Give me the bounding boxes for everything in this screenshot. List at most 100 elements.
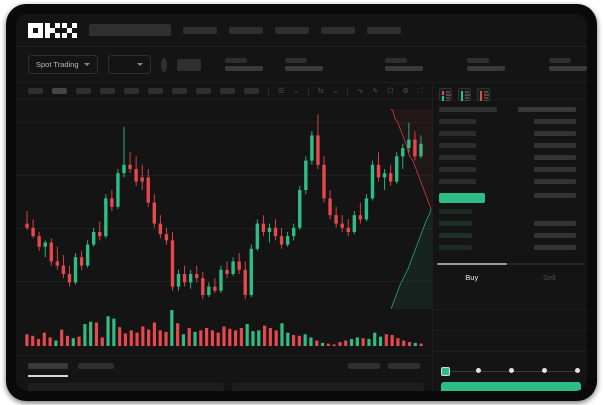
stat-3-label bbox=[384, 58, 407, 63]
amount-percent-slider[interactable] bbox=[441, 366, 581, 376]
price-chart-pane[interactable] bbox=[16, 100, 432, 355]
stat-4 bbox=[466, 58, 505, 71]
indicator-icon[interactable]: fx bbox=[318, 87, 324, 95]
timeframe-7[interactable] bbox=[172, 88, 187, 94]
chart-type-chevron-icon[interactable]: ⌄ bbox=[293, 87, 300, 95]
orderbook-bid-size bbox=[534, 233, 576, 238]
last-price bbox=[176, 58, 201, 71]
orderbook-bid-row[interactable] bbox=[439, 209, 472, 214]
orderbook-ask-row[interactable] bbox=[439, 131, 476, 136]
toolbar-divider bbox=[268, 86, 269, 96]
timeframe-8[interactable] bbox=[196, 88, 211, 94]
timeframe-10[interactable] bbox=[244, 88, 259, 94]
bottom-action-1[interactable] bbox=[348, 363, 380, 369]
orderbook-bid-size bbox=[534, 245, 576, 250]
chevron-down-icon bbox=[137, 63, 144, 66]
timeframe-6[interactable] bbox=[148, 88, 163, 94]
orderbook-ask-size bbox=[534, 143, 576, 148]
trading-mode-selector[interactable]: Spot Trading bbox=[28, 55, 98, 74]
search-input[interactable] bbox=[89, 24, 171, 36]
settings-gear-icon[interactable]: ⚙ bbox=[402, 87, 409, 95]
stat-5-label bbox=[548, 58, 571, 63]
bottom-tab-1[interactable] bbox=[28, 363, 68, 369]
stat-2-value bbox=[284, 66, 323, 71]
bottom-panel-right[interactable] bbox=[232, 383, 424, 391]
orderbook-spread-row[interactable] bbox=[439, 193, 485, 203]
stat-2 bbox=[284, 58, 323, 71]
chevron-down-icon bbox=[83, 63, 90, 66]
chart-toolbar: ☰ ⌄ fx ⌄ ∿ ✎ ☐ ⚙ ⛶ bbox=[16, 83, 587, 100]
chart-gridline bbox=[16, 122, 432, 123]
camera-icon[interactable]: ☐ bbox=[387, 87, 394, 95]
nav-item-3[interactable] bbox=[275, 26, 309, 34]
toolbar-divider bbox=[347, 86, 349, 96]
orderbook-ask-row[interactable] bbox=[439, 167, 476, 172]
orderbook-ask-size bbox=[534, 119, 576, 124]
orderbook-mode-asks-icon[interactable] bbox=[477, 88, 490, 101]
stat-1-value bbox=[224, 66, 263, 71]
pencil-icon[interactable]: ✎ bbox=[372, 87, 379, 95]
slider-stop-75[interactable] bbox=[542, 368, 547, 373]
amount-field[interactable] bbox=[433, 331, 587, 352]
orderbook-ask-row[interactable] bbox=[439, 179, 476, 184]
timeframe-9[interactable] bbox=[220, 88, 235, 94]
orderbook-rows[interactable] bbox=[433, 105, 587, 263]
order-type-field[interactable] bbox=[433, 289, 587, 310]
nav-item-4[interactable] bbox=[321, 26, 355, 34]
bottom-panel bbox=[16, 355, 432, 391]
nav-item-2[interactable] bbox=[229, 26, 263, 34]
orderbook-scrollbar-thumb[interactable] bbox=[437, 263, 507, 265]
bottom-tab-2[interactable] bbox=[78, 363, 114, 369]
toolbar-divider bbox=[308, 86, 310, 96]
slider-stop-100[interactable] bbox=[575, 368, 580, 373]
okx-logo-icon[interactable] bbox=[28, 22, 77, 38]
device-frame: Spot Trading bbox=[6, 4, 597, 401]
nav-item-5[interactable] bbox=[367, 26, 401, 34]
orderbook-and-trade-panel: Buy Sell bbox=[432, 83, 587, 391]
orderbook-bid-row[interactable] bbox=[439, 221, 472, 226]
stat-3-value bbox=[384, 66, 423, 71]
orderbook-mode-both-icon[interactable] bbox=[439, 88, 452, 101]
app-screen: Spot Trading bbox=[16, 14, 587, 391]
orderbook-bid-row[interactable] bbox=[439, 233, 472, 238]
orderbook-ask-row[interactable] bbox=[439, 155, 476, 160]
timeframe-2[interactable] bbox=[52, 88, 67, 94]
bottom-panel-left[interactable] bbox=[28, 383, 224, 391]
tab-sell[interactable]: Sell bbox=[542, 273, 556, 282]
fullscreen-icon[interactable]: ⛶ bbox=[417, 87, 423, 95]
orderbook-bid-row[interactable] bbox=[439, 245, 472, 250]
buy-sell-tabs: Buy Sell bbox=[433, 268, 587, 288]
pair-select[interactable] bbox=[107, 55, 152, 74]
timeframe-4[interactable] bbox=[100, 88, 115, 94]
slider-stop-50[interactable] bbox=[509, 368, 514, 373]
timeframe-1[interactable] bbox=[28, 88, 43, 94]
chart-gridline bbox=[16, 175, 432, 176]
bottom-action-2[interactable] bbox=[388, 363, 420, 369]
line-tool-icon[interactable]: ∿ bbox=[357, 87, 364, 95]
orderbook-mode-bids-icon[interactable] bbox=[458, 88, 471, 101]
orderbook-ask-size bbox=[534, 179, 576, 184]
orderbook-ask-size bbox=[534, 131, 576, 136]
top-navigation-bar bbox=[16, 14, 587, 47]
orderbook-ask-row[interactable] bbox=[439, 119, 476, 124]
slider-stop-25[interactable] bbox=[476, 368, 481, 373]
chart-type-icon[interactable]: ☰ bbox=[278, 87, 285, 95]
chart-gridline bbox=[16, 281, 432, 282]
orderbook-ask-row[interactable] bbox=[439, 143, 476, 148]
timeframe-5[interactable] bbox=[124, 88, 139, 94]
slider-handle-icon[interactable] bbox=[441, 366, 450, 376]
indicator-chevron-icon[interactable]: ⌄ bbox=[332, 87, 339, 95]
tab-buy[interactable]: Buy bbox=[465, 273, 479, 282]
orderbook-header-right bbox=[518, 107, 576, 112]
bottom-tab-active-underline bbox=[28, 375, 68, 377]
market-depth-overlay bbox=[391, 109, 432, 309]
trade-form-fields bbox=[433, 289, 587, 352]
orderbook-bid-size bbox=[534, 221, 576, 226]
timeframe-3[interactable] bbox=[76, 88, 91, 94]
submit-buy-button[interactable] bbox=[441, 382, 581, 391]
stat-4-value bbox=[466, 66, 505, 71]
nav-item-1[interactable] bbox=[183, 26, 217, 34]
orderbook-scrollbar-track bbox=[437, 263, 584, 265]
price-field[interactable] bbox=[433, 310, 587, 331]
orderbook-ask-size bbox=[534, 155, 576, 160]
